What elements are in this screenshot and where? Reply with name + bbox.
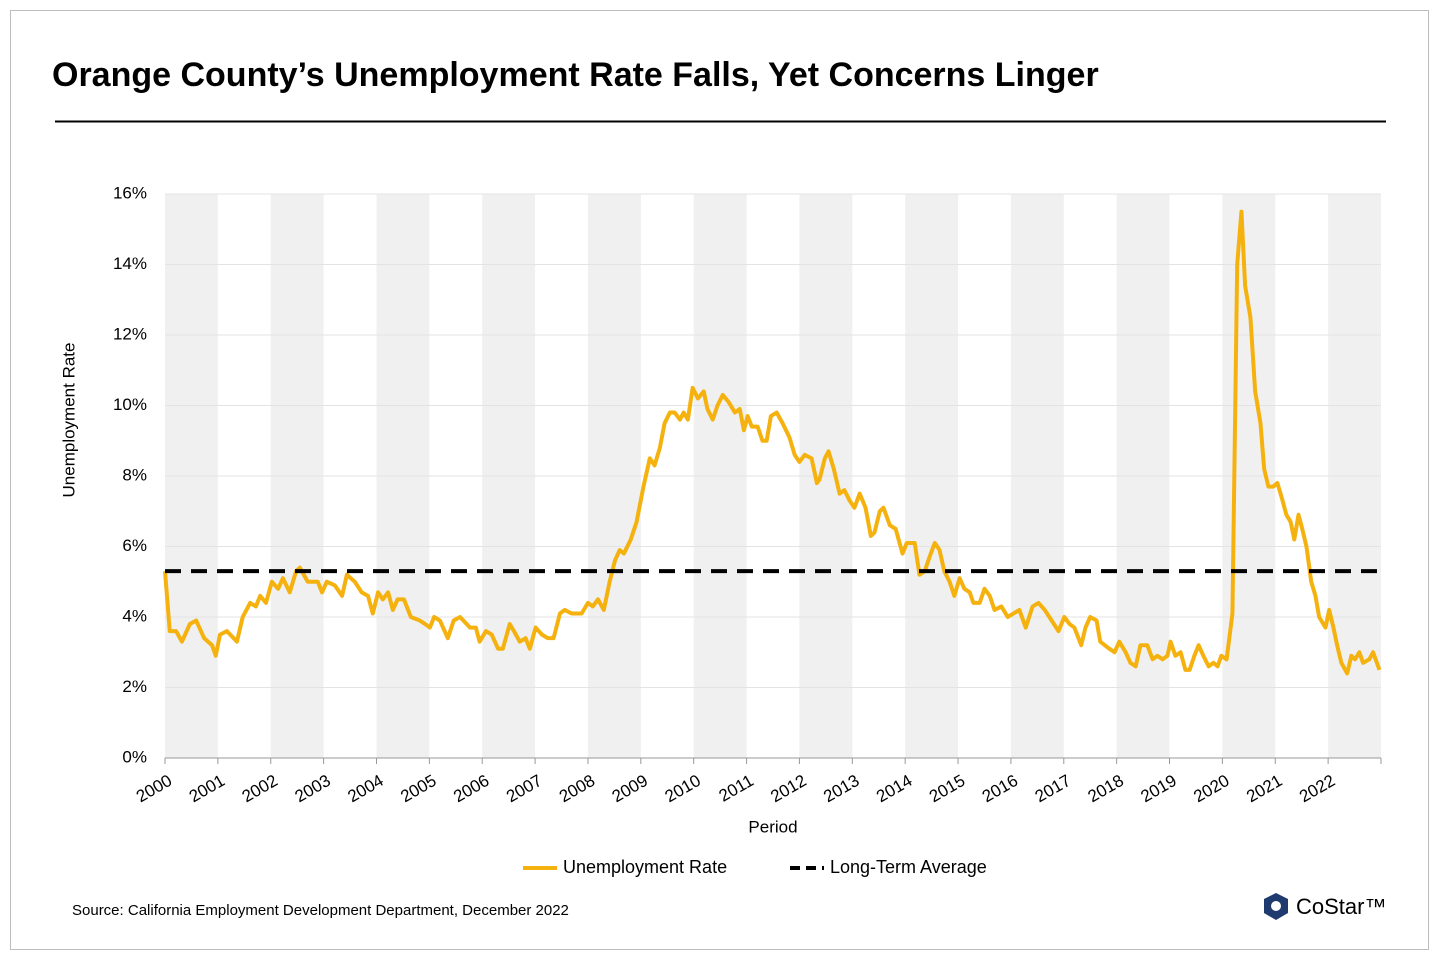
x-axis-label: Period — [748, 817, 797, 836]
logo-icon-center — [1271, 901, 1281, 911]
series-line — [163, 209, 1382, 676]
y-tick-label: 2% — [122, 677, 147, 696]
logo-text: CoStar™ — [1296, 894, 1386, 919]
y-tick-label: 4% — [122, 606, 147, 625]
source-note: Source: California Employment Developmen… — [72, 902, 569, 919]
y-tick-label: 16% — [113, 183, 147, 202]
legend-label: Unemployment Rate — [563, 857, 727, 877]
y-axis-label: Unemployment Rate — [59, 343, 78, 498]
y-tick-label: 0% — [122, 747, 147, 766]
plot — [163, 209, 1382, 676]
legend: Unemployment Rate Long-Term Average — [523, 857, 987, 877]
chart-title: Orange County’s Unemployment Rate Falls,… — [52, 56, 1099, 94]
y-tick-label: 12% — [113, 324, 147, 343]
y-tick-label: 6% — [122, 536, 147, 555]
y-tick-label: 14% — [113, 254, 147, 273]
y-tick-label: 8% — [122, 465, 147, 484]
y-tick-label: 10% — [113, 395, 147, 414]
legend-label: Long-Term Average — [830, 857, 987, 877]
logo: CoStar™ — [1264, 893, 1386, 920]
